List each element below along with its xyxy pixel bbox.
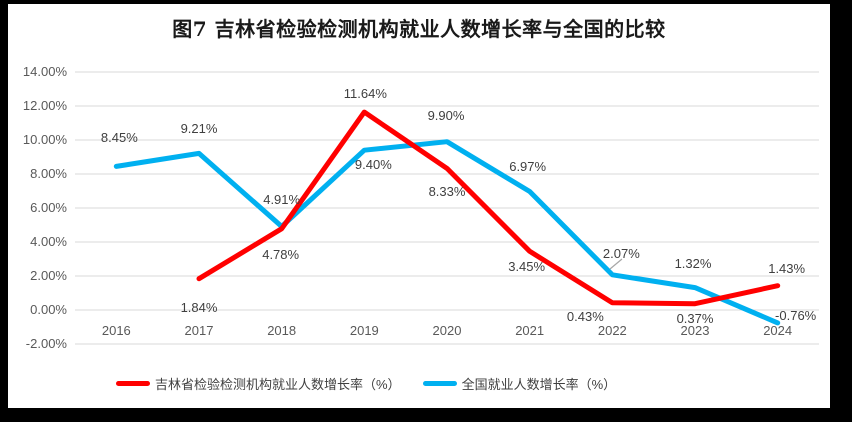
legend-label-jilin: 吉林省检验检测机构就业人数增长率（%） [155, 376, 401, 392]
legend-line-marker-jilin [116, 380, 150, 386]
data-label: -0.76% [775, 307, 817, 323]
x-axis-tick-label: 2019 [349, 323, 379, 338]
y-axis-tick-label: 8.00% [30, 166, 67, 181]
data-label: 4.78% [262, 246, 300, 262]
y-axis-tick-label: 0.00% [30, 302, 67, 317]
data-label: 2.07% [602, 245, 640, 261]
legend: 吉林省检验检测机构就业人数增长率（%） 全国就业人数增长率（%） [116, 372, 616, 394]
data-label: 4.91% [263, 191, 301, 207]
y-axis-tick-label: 14.00% [22, 64, 67, 79]
x-axis-tick-label: 2016 [101, 323, 131, 338]
data-label: 9.90% [427, 107, 465, 123]
chart-canvas [75, 71, 819, 345]
x-axis-tick-label: 2022 [597, 323, 627, 338]
y-axis-tick-label: 12.00% [22, 98, 67, 113]
legend-label-national: 全国就业人数增长率（%） [461, 376, 617, 392]
chart-title: 图7 吉林省检验检测机构就业人数增长率与全国的比较 [172, 17, 666, 41]
data-label: 9.40% [354, 157, 392, 173]
y-axis-tick-label: 10.00% [22, 132, 67, 147]
y-axis-tick-label: 2.00% [30, 268, 67, 283]
data-label: 1.43% [768, 260, 806, 276]
data-label: 1.32% [674, 255, 712, 271]
label-leader-line [609, 258, 623, 270]
x-axis-tick-label: 2021 [515, 323, 545, 338]
series-line-jilin [196, 109, 781, 307]
y-axis-tick-label: 6.00% [30, 200, 67, 215]
data-label: 11.64% [343, 86, 387, 102]
chart-panel: 图7 吉林省检验检测机构就业人数增长率与全国的比较 吉林省检验检测机构就业人数增… [8, 4, 830, 408]
x-axis-tick-label: 2024 [763, 323, 793, 338]
data-label: 6.97% [509, 158, 547, 174]
x-axis-tick-label: 2018 [267, 323, 297, 338]
data-label: 1.84% [180, 299, 218, 315]
legend-item-national: 全国就业人数增长率（%） [422, 374, 617, 393]
y-axis-tick-label: -2.00% [25, 336, 67, 351]
legend-line-marker-national [422, 380, 457, 386]
series-line-national [113, 139, 781, 326]
y-axis-tick-label: 4.00% [30, 234, 67, 249]
x-axis-tick-label: 2023 [680, 323, 710, 338]
data-label: 0.37% [676, 310, 714, 326]
legend-item-jilin: 吉林省检验检测机构就业人数增长率（%） [116, 374, 401, 393]
x-axis-tick-label: 2020 [432, 323, 462, 338]
data-label: 0.43% [566, 308, 604, 324]
x-axis-tick-label: 2017 [184, 323, 214, 338]
data-label: 8.33% [428, 184, 466, 200]
data-label: 3.45% [508, 259, 546, 275]
data-label: 8.45% [100, 130, 138, 146]
data-label: 9.21% [180, 121, 218, 137]
